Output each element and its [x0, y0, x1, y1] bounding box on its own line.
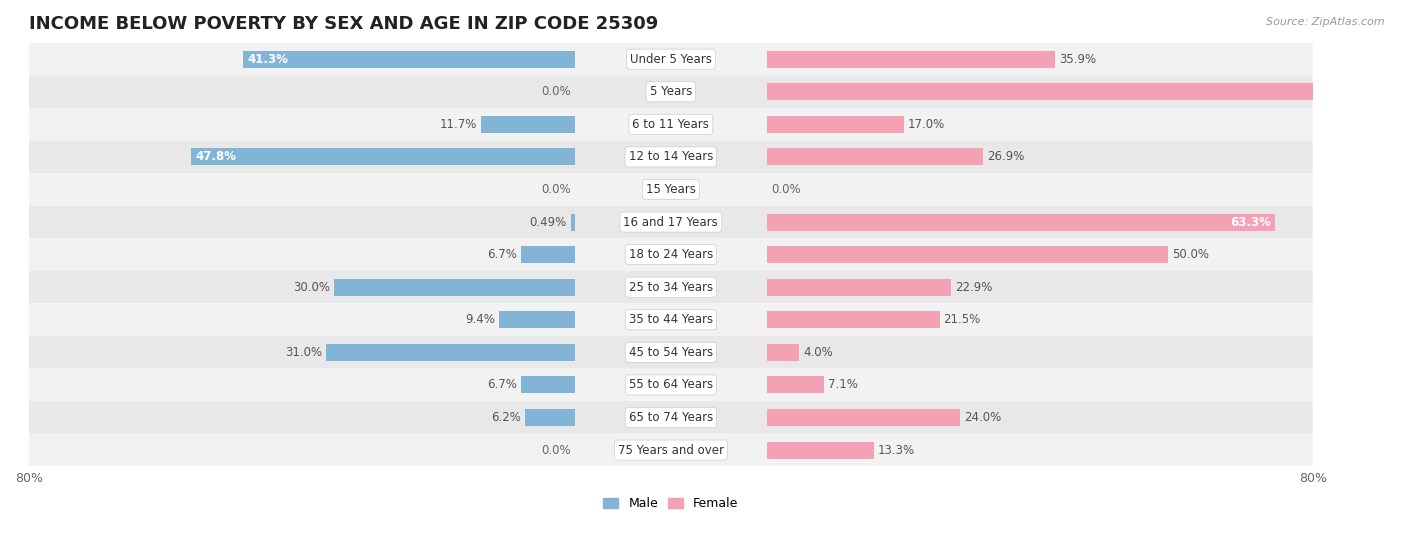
Text: 16 and 17 Years: 16 and 17 Years: [623, 216, 718, 229]
Text: 35.9%: 35.9%: [1059, 53, 1097, 65]
Text: INCOME BELOW POVERTY BY SEX AND AGE IN ZIP CODE 25309: INCOME BELOW POVERTY BY SEX AND AGE IN Z…: [30, 15, 658, 33]
Text: 0.0%: 0.0%: [770, 183, 801, 196]
Text: 18 to 24 Years: 18 to 24 Years: [628, 248, 713, 261]
Text: 7.1%: 7.1%: [828, 378, 858, 391]
Text: 35 to 44 Years: 35 to 44 Years: [628, 313, 713, 326]
Text: 12 to 14 Years: 12 to 14 Years: [628, 150, 713, 163]
Text: 75 Years and over: 75 Years and over: [617, 443, 724, 457]
Bar: [768, 51, 1054, 68]
FancyBboxPatch shape: [30, 434, 1313, 466]
FancyBboxPatch shape: [30, 368, 1313, 401]
Bar: [768, 376, 824, 394]
Text: 6.7%: 6.7%: [486, 248, 517, 261]
Text: 41.3%: 41.3%: [247, 53, 288, 65]
Text: Source: ZipAtlas.com: Source: ZipAtlas.com: [1267, 17, 1385, 27]
Bar: [499, 311, 575, 328]
Text: 9.4%: 9.4%: [465, 313, 495, 326]
Text: 26.9%: 26.9%: [987, 150, 1025, 163]
Text: 24.0%: 24.0%: [963, 411, 1001, 424]
Text: 25 to 34 Years: 25 to 34 Years: [628, 281, 713, 293]
Bar: [768, 149, 983, 165]
Text: 6.2%: 6.2%: [491, 411, 520, 424]
Text: Under 5 Years: Under 5 Years: [630, 53, 711, 65]
Bar: [524, 409, 575, 426]
Text: 22.9%: 22.9%: [955, 281, 993, 293]
Bar: [520, 376, 575, 394]
Bar: [768, 246, 1168, 263]
Legend: Male, Female: Male, Female: [599, 492, 744, 515]
Text: 5 Years: 5 Years: [650, 86, 692, 98]
Bar: [768, 116, 904, 133]
Bar: [243, 51, 575, 68]
Text: 0.49%: 0.49%: [530, 216, 567, 229]
Text: 31.0%: 31.0%: [284, 346, 322, 359]
FancyBboxPatch shape: [30, 173, 1313, 206]
Text: 15 Years: 15 Years: [645, 183, 696, 196]
Text: 47.8%: 47.8%: [195, 150, 236, 163]
FancyBboxPatch shape: [30, 401, 1313, 434]
Bar: [571, 214, 575, 230]
FancyBboxPatch shape: [30, 238, 1313, 271]
Text: 65 to 74 Years: 65 to 74 Years: [628, 411, 713, 424]
Text: 4.0%: 4.0%: [803, 346, 832, 359]
Text: 30.0%: 30.0%: [292, 281, 330, 293]
Bar: [520, 246, 575, 263]
Text: 0.0%: 0.0%: [541, 86, 571, 98]
Bar: [326, 344, 575, 361]
Text: 17.0%: 17.0%: [907, 118, 945, 131]
FancyBboxPatch shape: [30, 141, 1313, 173]
Text: 0.0%: 0.0%: [541, 183, 571, 196]
Bar: [768, 311, 939, 328]
Bar: [768, 409, 960, 426]
Text: 80.0%: 80.0%: [1364, 86, 1405, 98]
Text: 13.3%: 13.3%: [877, 443, 915, 457]
Bar: [768, 214, 1275, 230]
Text: 6 to 11 Years: 6 to 11 Years: [633, 118, 709, 131]
Bar: [191, 149, 575, 165]
Text: 11.7%: 11.7%: [439, 118, 477, 131]
Bar: [333, 279, 575, 296]
Bar: [768, 83, 1406, 100]
FancyBboxPatch shape: [30, 304, 1313, 336]
Text: 6.7%: 6.7%: [486, 378, 517, 391]
FancyBboxPatch shape: [30, 43, 1313, 75]
Text: 50.0%: 50.0%: [1173, 248, 1209, 261]
FancyBboxPatch shape: [30, 108, 1313, 141]
Text: 45 to 54 Years: 45 to 54 Years: [628, 346, 713, 359]
Text: 55 to 64 Years: 55 to 64 Years: [628, 378, 713, 391]
Text: 63.3%: 63.3%: [1230, 216, 1271, 229]
FancyBboxPatch shape: [30, 271, 1313, 304]
Bar: [768, 344, 799, 361]
FancyBboxPatch shape: [30, 336, 1313, 368]
Bar: [481, 116, 575, 133]
Text: 0.0%: 0.0%: [541, 443, 571, 457]
Bar: [768, 279, 950, 296]
FancyBboxPatch shape: [30, 75, 1313, 108]
Bar: [768, 442, 873, 458]
FancyBboxPatch shape: [30, 206, 1313, 238]
Text: 21.5%: 21.5%: [943, 313, 981, 326]
